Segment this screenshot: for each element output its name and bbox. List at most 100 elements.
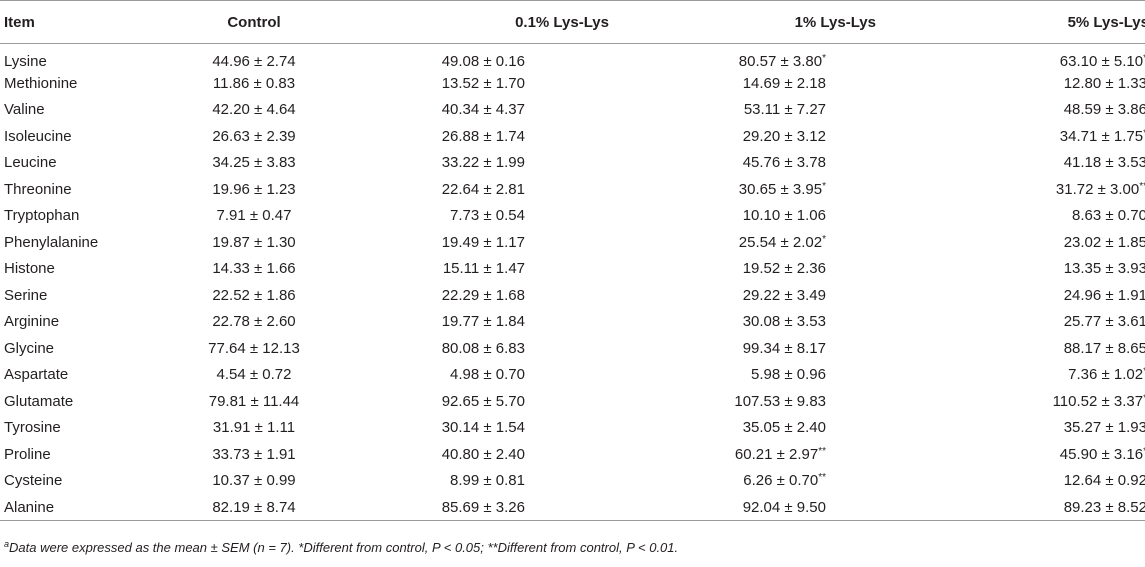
cell-control-value: 34.25 ± 3.83 [212,154,296,172]
table-row: Methionine 11.86 ± 0.83 13.52 ± 1.70 14.69 … [0,70,1145,97]
cell-lys-0-1: 4.98 ± 0.70 [354,362,609,389]
cell-lys-5-value: 110.52 ± 3.37 [1052,392,1144,410]
cell-item-value: Glycine [4,339,55,357]
data-table-container: Item Control 0.1% Lys-Lys 1% Lys-Lys 5% … [0,0,1145,521]
cell-lys-0-1-value: 4.98 ± 0.70 [450,366,525,384]
cell-item: Leucine [0,150,154,177]
cell-item: Glutamate [0,388,154,415]
cell-item: Alanine [0,494,154,521]
cell-lys-5-value: 12.80 ± 1.33 [1063,74,1145,92]
cell-lys-0-1-value: 40.80 ± 2.40 [441,445,525,463]
cell-lys-5: 89.23 ± 8.52 [876,494,1145,521]
cell-lys-5-value: 34.71 ± 1.75 [1059,127,1144,145]
cell-lys-5-value: 35.27 ± 1.93 [1063,419,1145,437]
cell-control: 34.25 ± 3.83 [154,150,354,177]
cell-lys-1-value: 30.08 ± 3.53 [742,313,826,331]
cell-item-value: Lysine [4,52,47,70]
cell-control: 7.91 ± 0.47 [154,203,354,230]
table-row: Valine 42.20 ± 4.64 40.34 ± 4.37 53.11 ± 7.… [0,97,1145,124]
cell-lys-0-1: 33.22 ± 1.99 [354,150,609,177]
cell-lys-0-1: 8.99 ± 0.81 [354,468,609,495]
cell-lys-1-value: 53.11 ± 7.27 [743,101,826,119]
significance-mark: * [822,52,826,64]
cell-lys-5-value: 24.96 ± 1.91 [1063,286,1145,304]
significance-mark: * [1143,446,1145,457]
cell-lys-0-1: 30.14 ± 1.54 [354,415,609,442]
cell-lys-5: 24.96 ± 1.91 [876,282,1145,309]
cell-lys-5-value: 31.72 ± 3.00 [1055,180,1140,198]
cell-lys-5: 13.35 ± 3.93 [876,256,1145,283]
cell-lys-5: 23.02 ± 1.85 [876,229,1145,256]
header-control: Control [227,13,281,31]
cell-lys-0-1: 40.34 ± 4.37 [354,97,609,124]
cell-control: 19.96 ± 1.23 [154,176,354,203]
cell-control: 82.19 ± 8.74 [154,494,354,521]
cell-control: 22.52 ± 1.86 [154,282,354,309]
cell-lys-1: 53.11 ± 7.27 [609,97,876,124]
cell-item-value: Phenylalanine [4,233,99,251]
cell-item: Proline [0,441,154,468]
table-row: Isoleucine 26.63 ± 2.39 26.88 ± 1.74 29.20 … [0,123,1145,150]
cell-lys-1: 5.98 ± 0.96 [609,362,876,389]
cell-lys-5-value: 8.63 ± 0.70 [1072,207,1145,225]
cell-lys-5: 63.10 ± 5.10* [876,44,1145,71]
significance-mark: ** [1139,180,1145,192]
cell-item: Histone [0,256,154,283]
table-row: Lysine 44.96 ± 2.74 49.08 ± 0.16 80.57 ± 3.… [0,44,1145,71]
cell-lys-1: 29.22 ± 3.49 [609,282,876,309]
cell-control: 10.37 ± 0.99 [154,468,354,495]
cell-lys-5-value: 45.90 ± 3.16 [1059,445,1144,463]
cell-lys-1-value: 107.53 ± 9.83 [734,392,826,410]
cell-lys-0-1: 19.77 ± 1.84 [354,309,609,336]
cell-control-value: 82.19 ± 8.74 [212,498,296,516]
header-lys-1: 1% Lys-Lys [794,13,876,31]
cell-lys-0-1-value: 80.08 ± 6.83 [441,339,525,357]
cell-item-value: Glutamate [4,392,74,410]
table-row: Serine 22.52 ± 1.86 22.29 ± 1.68 29.22 ± 3.… [0,282,1145,309]
amino-acid-table: Item Control 0.1% Lys-Lys 1% Lys-Lys 5% … [0,0,1145,521]
cell-lys-0-1-value: 13.52 ± 1.70 [441,74,525,92]
cell-lys-5: 88.17 ± 8.65 [876,335,1145,362]
cell-control-value: 19.87 ± 1.30 [212,233,296,251]
cell-lys-5-value: 63.10 ± 5.10 [1059,52,1144,70]
cell-lys-5: 35.27 ± 1.93 [876,415,1145,442]
cell-control: 31.91 ± 1.11 [154,415,354,442]
significance-mark: * [822,233,826,245]
cell-item: Methionine [0,70,154,97]
cell-item: Cysteine [0,468,154,495]
cell-item-value: Histone [4,260,55,278]
cell-item: Tyrosine [0,415,154,442]
cell-control-value: 42.20 ± 4.64 [212,101,296,119]
cell-lys-1-value: 5.98 ± 0.96 [751,366,826,384]
cell-lys-1: 107.53 ± 9.83 [609,388,876,415]
table-row: Phenylalanine 19.87 ± 1.30 19.49 ± 1.17 25.… [0,229,1145,256]
cell-control-value: 33.73 ± 1.91 [212,445,296,463]
cell-control-value: 7.91 ± 0.47 [216,207,292,225]
header-item: Item [4,13,35,31]
cell-lys-1-value: 19.52 ± 2.36 [742,260,826,278]
significance-mark: ** [818,445,826,457]
cell-item: Glycine [0,335,154,362]
cell-item: Lysine [0,44,154,71]
cell-lys-5: 41.18 ± 3.53 [876,150,1145,177]
significance-mark: * [1143,53,1145,64]
cell-lys-0-1-value: 22.64 ± 2.81 [441,180,525,198]
cell-lys-5-value: 23.02 ± 1.85 [1063,233,1145,251]
cell-lys-1: 29.20 ± 3.12 [609,123,876,150]
cell-lys-0-1-value: 19.77 ± 1.84 [441,313,525,331]
cell-lys-0-1: 49.08 ± 0.16 [354,44,609,71]
cell-item-value: Tryptophan [4,207,80,225]
table-row: Cysteine 10.37 ± 0.99 8.99 ± 0.81 6.26 ± 0.… [0,468,1145,495]
cell-lys-5: 25.77 ± 3.61 [876,309,1145,336]
cell-control-value: 26.63 ± 2.39 [212,127,296,145]
cell-lys-5: 45.90 ± 3.16* [876,441,1145,468]
cell-lys-0-1: 22.29 ± 1.68 [354,282,609,309]
cell-lys-5-value: 12.64 ± 0.92 [1063,472,1145,490]
significance-mark: * [1143,393,1145,404]
cell-control: 42.20 ± 4.64 [154,97,354,124]
cell-lys-0-1: 26.88 ± 1.74 [354,123,609,150]
cell-lys-5-value: 13.35 ± 3.93 [1063,260,1145,278]
significance-mark: ** [818,472,826,484]
cell-lys-0-1: 92.65 ± 5.70 [354,388,609,415]
cell-lys-5-value: 88.17 ± 8.65 [1063,339,1145,357]
